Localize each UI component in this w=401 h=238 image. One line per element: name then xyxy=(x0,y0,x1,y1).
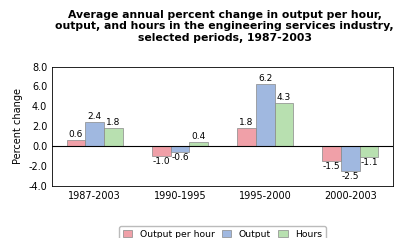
Text: -0.6: -0.6 xyxy=(171,153,189,162)
Text: 6.2: 6.2 xyxy=(258,74,272,83)
Text: Average annual percent change in output per hour,
output, and hours in the engin: Average annual percent change in output … xyxy=(55,10,394,43)
Bar xyxy=(189,142,208,146)
Text: 1.8: 1.8 xyxy=(239,118,253,127)
Y-axis label: Percent change: Percent change xyxy=(13,88,23,164)
Text: 0.6: 0.6 xyxy=(69,130,83,139)
Bar xyxy=(67,140,85,146)
Text: -1.5: -1.5 xyxy=(323,162,340,171)
Bar xyxy=(341,146,360,171)
Bar xyxy=(360,146,379,157)
Bar xyxy=(170,146,189,152)
Text: 4.3: 4.3 xyxy=(277,93,291,102)
Bar xyxy=(237,128,256,146)
Bar xyxy=(85,122,104,146)
Text: 2.4: 2.4 xyxy=(88,112,102,121)
Legend: Output per hour, Output, Hours: Output per hour, Output, Hours xyxy=(119,226,326,238)
Bar xyxy=(322,146,341,161)
Bar xyxy=(152,146,170,156)
Text: -1.0: -1.0 xyxy=(152,157,170,166)
Bar xyxy=(275,103,293,146)
Bar xyxy=(104,128,123,146)
Text: -1.1: -1.1 xyxy=(360,158,378,167)
Bar xyxy=(256,84,275,146)
Text: -2.5: -2.5 xyxy=(342,172,359,181)
Text: 0.4: 0.4 xyxy=(192,132,206,141)
Text: 1.8: 1.8 xyxy=(106,118,121,127)
